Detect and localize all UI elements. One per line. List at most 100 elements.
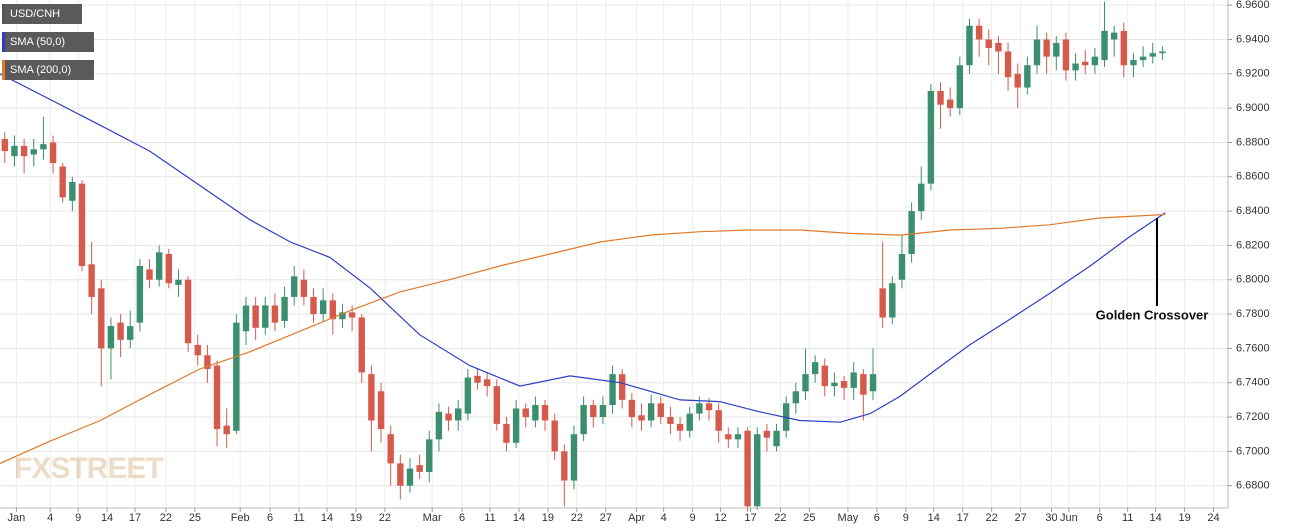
candle-body — [705, 403, 713, 411]
x-tick-label: 25 — [803, 512, 815, 524]
x-tick-label: 22 — [571, 512, 583, 524]
x-tick-label: 25 — [189, 512, 201, 524]
x-tick-label: 24 — [1207, 512, 1219, 524]
candle-body — [146, 269, 153, 280]
axes: 6.6800 6.7000 6.7200 6.7400 6.7600 6.7800 6.80… — [8, 0, 1270, 524]
candle-body — [117, 322, 124, 340]
x-tick-label: Apr — [628, 512, 645, 524]
candle-body — [271, 305, 279, 323]
candle-body — [136, 266, 144, 323]
candle-body — [281, 296, 288, 321]
y-tick-label: 6.9400 — [1236, 33, 1270, 45]
candle-body — [551, 420, 558, 452]
candle-body — [1139, 56, 1147, 61]
candle-body — [1130, 60, 1137, 66]
sma-line — [0, 213, 1166, 464]
x-tick-label: 11 — [484, 512, 495, 524]
candle-body — [985, 39, 992, 49]
candle-body — [599, 405, 607, 418]
x-tick-label: 27 — [1014, 512, 1026, 524]
candle-body — [78, 183, 86, 267]
legend: USD/CNH SMA (50,0) SMA (200,0) — [2, 4, 94, 80]
candle-body — [194, 344, 201, 356]
candle-body — [541, 405, 549, 421]
candle-body — [532, 405, 539, 421]
candle-body — [49, 142, 57, 164]
candle-body — [831, 382, 838, 387]
candle-body — [319, 300, 327, 315]
x-tick-label: 6 — [267, 512, 273, 524]
candle-body — [329, 300, 337, 320]
candle-body — [821, 365, 828, 387]
legend-box — [2, 60, 94, 80]
candle-body — [570, 434, 578, 481]
candle-body — [416, 465, 423, 472]
x-tick-label: 9 — [75, 512, 81, 524]
candle-body — [744, 430, 751, 507]
y-tick-label: 6.7800 — [1236, 308, 1270, 320]
candle-body — [503, 423, 510, 443]
candle-body — [445, 413, 452, 421]
x-tick-label: 22 — [160, 512, 172, 524]
candle-body — [175, 279, 182, 285]
candle-body — [1043, 39, 1050, 57]
candle-body — [763, 430, 771, 438]
candle-body — [262, 305, 269, 328]
candle-body — [300, 279, 308, 297]
candle-body — [580, 405, 587, 435]
candle-body — [358, 317, 365, 373]
candle-body — [387, 434, 394, 464]
candle-body — [1033, 39, 1041, 66]
candle-body — [11, 145, 18, 157]
x-tick-label: 14 — [513, 512, 525, 524]
candle-body — [1159, 51, 1166, 54]
candle-body — [1091, 56, 1099, 66]
candle-body — [840, 381, 848, 388]
candle-body — [561, 451, 568, 481]
candle-body — [1149, 53, 1156, 57]
candle-body — [773, 430, 780, 447]
candle-body — [522, 408, 529, 418]
candle-body — [638, 415, 645, 421]
candle-body — [590, 405, 597, 418]
legend-swatch — [2, 60, 5, 80]
candle-body — [1024, 65, 1031, 88]
x-tick-label: May — [838, 512, 859, 524]
candle-body — [20, 145, 28, 157]
candle-body — [483, 379, 491, 387]
candle-body — [754, 434, 761, 507]
candle-body — [609, 374, 616, 406]
candle-body — [464, 377, 472, 414]
legend-box — [2, 4, 82, 24]
candle-body — [512, 408, 520, 443]
x-tick-label: 12 — [714, 512, 726, 524]
y-tick-label: 6.8200 — [1236, 239, 1270, 251]
candle-body — [59, 166, 66, 198]
y-tick-label: 6.8800 — [1236, 136, 1270, 148]
candle-body — [1004, 51, 1012, 78]
x-tick-label: 22 — [986, 512, 998, 524]
x-tick-label: 11 — [293, 512, 304, 524]
y-tick-label: 6.9000 — [1236, 102, 1270, 114]
x-tick-label: 17 — [957, 512, 969, 524]
candle-body — [252, 305, 259, 328]
grid — [0, 0, 1228, 508]
x-tick-label: 4 — [661, 512, 667, 524]
candle-body — [88, 264, 95, 297]
plot-area: Golden Crossover — [0, 1, 1208, 512]
candle-body — [696, 403, 703, 414]
candle-body — [406, 468, 414, 486]
candle-body — [860, 374, 867, 395]
candle-body — [291, 276, 298, 297]
x-tick-label: 6 — [874, 512, 880, 524]
candle-body — [628, 399, 636, 418]
x-tick-label: 11 — [1122, 512, 1133, 524]
legend-swatch — [2, 32, 5, 52]
candle-body — [435, 411, 443, 440]
candle-body — [69, 181, 76, 201]
candle-body — [686, 413, 693, 431]
y-tick-label: 6.8400 — [1236, 205, 1270, 217]
candle-body — [165, 254, 173, 284]
y-tick-label: 6.8000 — [1236, 274, 1270, 286]
x-tick-label: 9 — [690, 512, 696, 524]
